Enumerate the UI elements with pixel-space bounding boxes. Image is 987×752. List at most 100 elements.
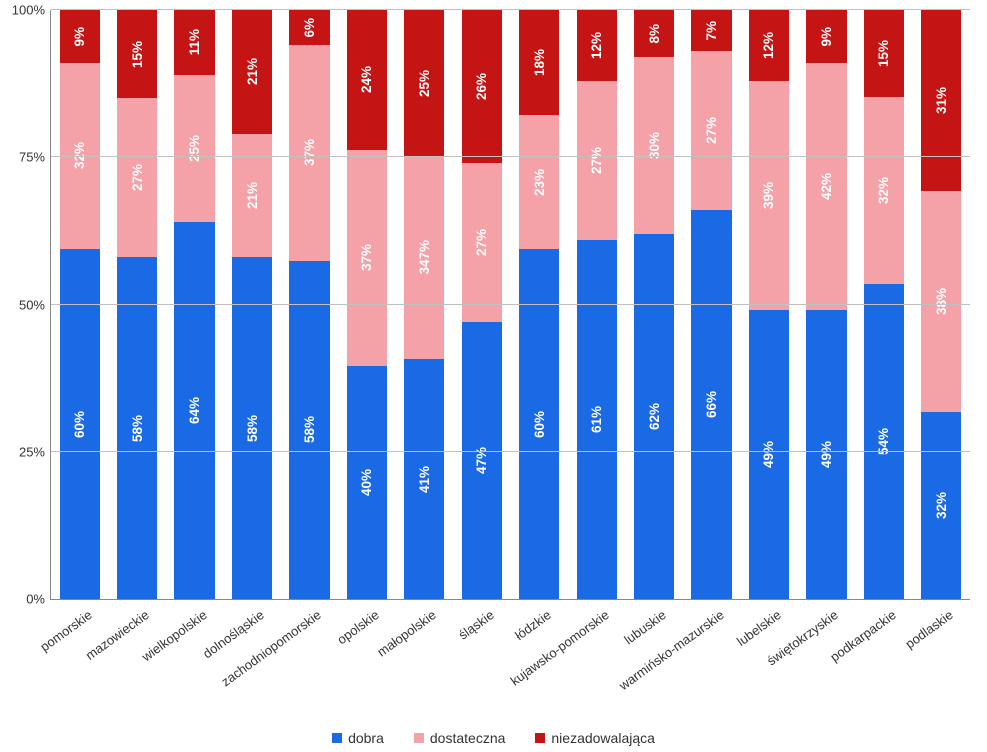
bar-segment-dostateczna: 27%: [462, 163, 502, 322]
bar-slot: 60%32%9%pomorskie: [51, 10, 108, 599]
segment-label: 30%: [647, 132, 662, 159]
gridline: [51, 451, 970, 452]
legend-label: niezadowalająca: [551, 730, 655, 746]
segment-label: 27%: [704, 117, 719, 144]
segment-label: 6%: [302, 18, 317, 38]
bar-segment-dobra: 49%: [806, 310, 846, 599]
plot-area: 60%32%9%pomorskie58%27%15%mazowieckie64%…: [50, 10, 970, 600]
bar-slot: 49%39%12%lubelskie: [740, 10, 797, 599]
bar-segment-dostateczna: 21%: [232, 134, 272, 258]
bar-slot: 58%27%15%mazowieckie: [108, 10, 165, 599]
bar-segment-niezadowalajaca: 15%: [117, 10, 157, 98]
chart-container: 60%32%9%pomorskie58%27%15%mazowieckie64%…: [0, 0, 987, 752]
bar: 60%32%9%: [60, 10, 100, 599]
segment-label: 32%: [876, 177, 891, 204]
bar-segment-dostateczna: 37%: [289, 45, 329, 261]
bar: 60%23%18%: [519, 10, 559, 599]
bar: 58% 21% 21%: [232, 10, 272, 599]
segment-label: 40%: [359, 469, 374, 496]
segment-label: 23%: [532, 169, 547, 196]
segment-label: 24%: [359, 66, 374, 93]
gridline: [51, 304, 970, 305]
bar-slot: 58%37%6%zachodniopomorskie: [281, 10, 338, 599]
bar-slot: 41%347%25%małopolskie: [396, 10, 453, 599]
segment-label: 12%: [761, 32, 776, 59]
bar-segment-dostateczna: 27%: [691, 51, 731, 210]
bar-segment-dobra: 66%: [691, 210, 731, 599]
bar: 54%32%15%: [864, 10, 904, 599]
bar: 32% 38% 31%: [921, 10, 961, 599]
y-tick-label: 25%: [19, 444, 51, 459]
bar-segment-dobra: 58%: [289, 261, 329, 599]
y-tick-label: 75%: [19, 150, 51, 165]
legend-item-dostateczna: dostateczna: [414, 730, 506, 746]
bar-segment-dostateczna: 25%: [174, 75, 214, 222]
legend-swatch-icon: [332, 733, 342, 743]
bar-slot: 49%42%9%świętokrzyskie: [798, 10, 855, 599]
x-axis-label: śląskie: [452, 602, 497, 642]
bar-segment-dostateczna: 347%: [404, 156, 444, 359]
legend-label: dostateczna: [430, 730, 506, 746]
bar-segment-dostateczna: 27%: [577, 81, 617, 240]
segment-label: 25%: [417, 70, 432, 97]
bar-segment-niezadowalajaca: 15%: [864, 10, 904, 97]
segment-label: 11%: [187, 29, 202, 55]
segment-label: 21%: [245, 58, 260, 85]
segment-label: 39%: [761, 182, 776, 209]
segment-label: 61%: [589, 406, 604, 433]
bar-segment-niezadowalajaca: 8%: [634, 10, 674, 57]
bar: 49% 42% 9%: [806, 10, 846, 599]
bar: 47%27%26%: [462, 10, 502, 599]
segment-label: 15%: [130, 41, 145, 68]
bar-segment-niezadowalajaca: 9%: [60, 10, 100, 62]
bar-segment-dobra: 60%: [60, 249, 100, 599]
bar-segment-niezadowalajaca: 18%: [519, 10, 559, 115]
bar-slot: 58%21%21%dolnośląskie: [223, 10, 280, 599]
legend-item-dobra: dobra: [332, 730, 384, 746]
segment-label: 49%: [819, 441, 834, 468]
segment-label: 41%: [417, 466, 432, 493]
bar-segment-dobra: 58%: [117, 257, 157, 599]
segment-label: 64%: [187, 397, 202, 424]
segment-label: 38%: [934, 288, 949, 315]
segment-label: 27%: [589, 147, 604, 174]
segment-label: 37%: [302, 139, 317, 166]
bar: 66% 27% 7%: [691, 10, 731, 599]
bar: 58% 37% 6%: [289, 10, 329, 599]
gridline: [51, 9, 970, 10]
bars-row: 60%32%9%pomorskie58%27%15%mazowieckie64%…: [51, 10, 970, 599]
segment-label: 25%: [187, 135, 202, 162]
bar: 61%27%12%: [577, 10, 617, 599]
segment-label: 18%: [532, 49, 547, 76]
bar: 49%39%12%: [749, 10, 789, 599]
bar-slot: 66%27%7%warmińsko-mazurskie: [683, 10, 740, 599]
bar: 64% 25% 11%: [174, 10, 214, 599]
legend-swatch-icon: [414, 733, 424, 743]
bar-segment-dostateczna: 27%: [117, 98, 157, 257]
segment-label: 42%: [819, 173, 834, 200]
bar-segment-dobra: 62%: [634, 234, 674, 599]
segment-label: 7%: [704, 21, 719, 41]
bar-segment-niezadowalajaca: 9%: [806, 10, 846, 63]
segment-label: 26%: [474, 73, 489, 100]
segment-label: 58%: [245, 415, 260, 442]
bar: 62% 30% 8%: [634, 10, 674, 599]
gridline: [51, 156, 970, 157]
bar-segment-dobra: 41%: [404, 359, 444, 599]
segment-label: 9%: [819, 27, 834, 47]
segment-label: 27%: [130, 164, 145, 191]
segment-label: 347%: [417, 240, 432, 275]
segment-label: 27%: [474, 229, 489, 256]
bar-segment-dostateczna: 32%: [864, 97, 904, 284]
bar-segment-dobra: 64%: [174, 222, 214, 599]
bar-segment-dostateczna: 23%: [519, 115, 559, 249]
bar-slot: 64%25%11%wielkopolskie: [166, 10, 223, 599]
bar-slot: 40%37%24%opolskie: [338, 10, 395, 599]
segment-label: 60%: [72, 411, 87, 438]
bar-segment-niezadowalajaca: 26%: [462, 10, 502, 163]
bar-slot: 47%27%26%śląskie: [453, 10, 510, 599]
segment-label: 66%: [704, 391, 719, 418]
bar-slot: 32%38%31%podlaskie: [913, 10, 970, 599]
bar-segment-niezadowalajaca: 31%: [921, 10, 961, 191]
segment-label: 32%: [934, 492, 949, 519]
